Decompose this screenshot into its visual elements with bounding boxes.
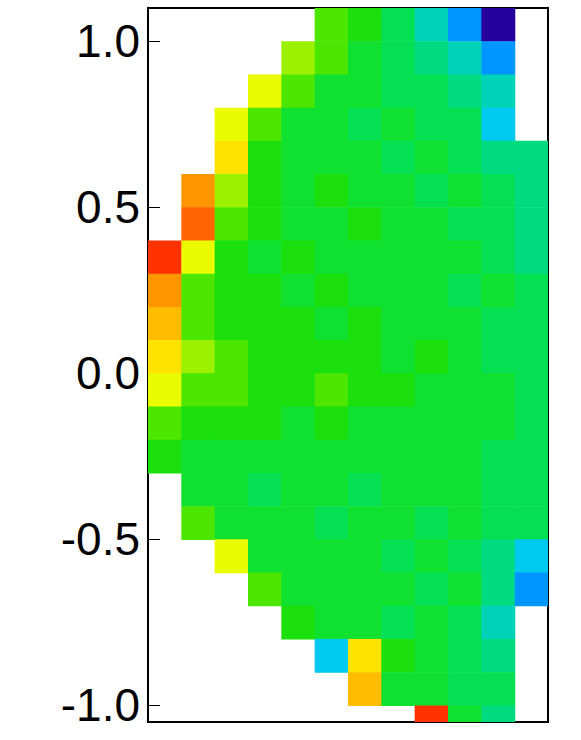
svg-text:-0.5: -0.5: [61, 513, 140, 565]
svg-text:0.5: 0.5: [76, 181, 140, 233]
svg-text:1.0: 1.0: [76, 15, 140, 67]
svg-text:-1.0: -1.0: [61, 679, 140, 731]
svg-text:0.0: 0.0: [76, 347, 140, 399]
